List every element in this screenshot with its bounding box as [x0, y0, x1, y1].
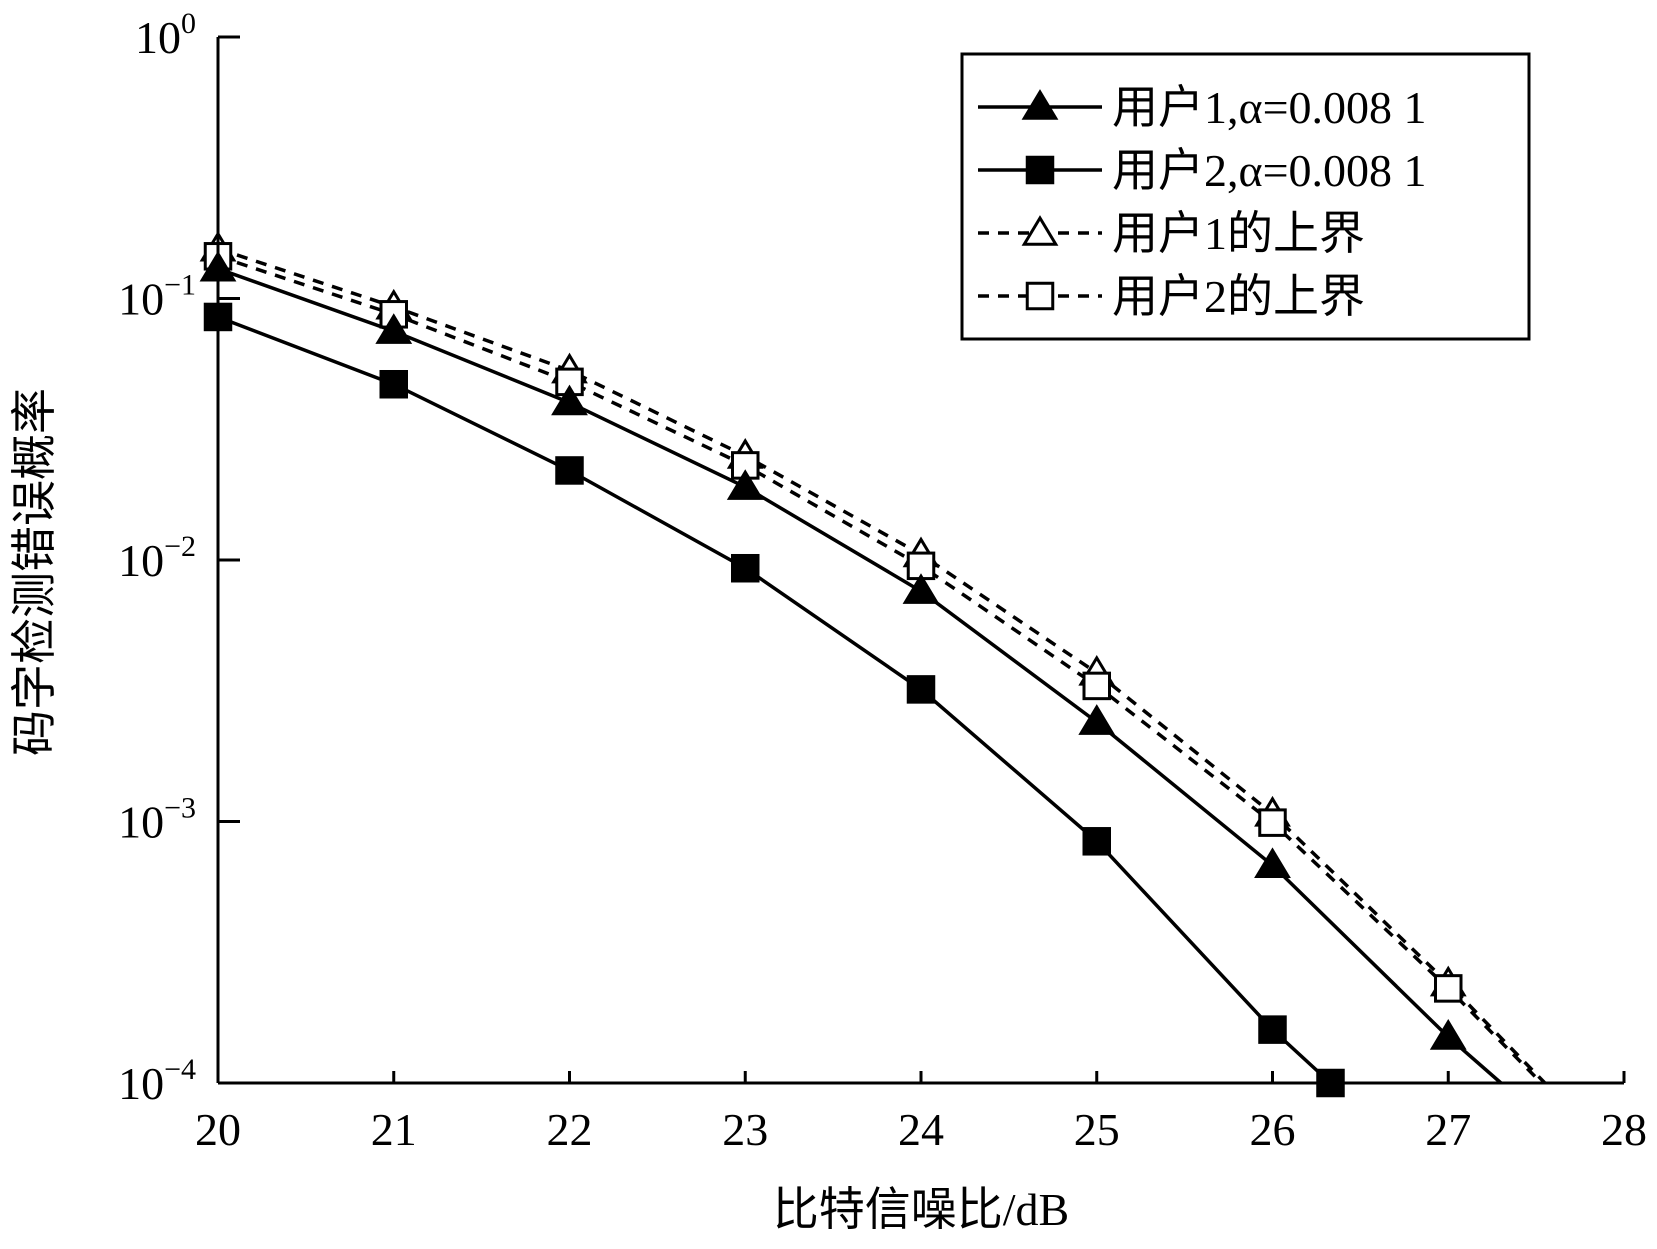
x-tick-label: 24 — [898, 1104, 944, 1155]
data-point — [906, 551, 936, 581]
series-line — [217, 315, 1332, 1085]
legend-label: 用户1,α=0.008 1 — [1112, 82, 1427, 133]
x-tick-label: 23 — [722, 1104, 768, 1155]
data-point — [1078, 704, 1116, 735]
series-4 — [203, 242, 1543, 1085]
series-line — [217, 254, 1543, 1085]
x-tick-label: 20 — [195, 1104, 241, 1155]
x-tick-label: 25 — [1074, 1104, 1120, 1155]
x-tick-label: 26 — [1250, 1104, 1296, 1155]
data-point — [1254, 847, 1291, 879]
x-tick-label: 21 — [371, 1104, 417, 1155]
data-point — [731, 451, 760, 480]
legend-entry-2: 用户2,α=0.008 1 — [978, 145, 1427, 196]
data-point — [726, 469, 764, 500]
legend-marker — [1021, 215, 1059, 246]
y-tick-label: 10−1 — [118, 269, 196, 325]
y-tick-base: 10 — [118, 797, 164, 848]
legend-label: 用户2的上界 — [1112, 271, 1365, 322]
legend-label: 用户2,α=0.008 1 — [1112, 145, 1427, 196]
y-tick-base: 10 — [118, 1058, 164, 1109]
data-point — [551, 384, 588, 416]
data-point — [1258, 808, 1287, 837]
data-point — [906, 675, 936, 704]
y-tick-base: 10 — [118, 535, 164, 586]
y-tick-label: 100 — [135, 7, 196, 63]
legend-marker — [1021, 89, 1059, 120]
data-point — [379, 369, 408, 399]
series-1 — [199, 250, 1503, 1085]
series-2 — [203, 302, 1345, 1098]
x-tick-label: 27 — [1425, 1104, 1471, 1155]
data-point — [1082, 671, 1111, 701]
y-tick-exponent: −2 — [164, 530, 196, 563]
data-point — [555, 456, 584, 485]
series-line — [217, 247, 1547, 1085]
data-point — [902, 573, 940, 604]
data-point — [375, 313, 413, 344]
legend-box — [960, 52, 1531, 341]
y-axis-title: 码字检测错误概率 — [9, 388, 60, 756]
y-tick-base: 10 — [135, 12, 181, 63]
legend-entry-1: 用户1,α=0.008 1 — [978, 82, 1427, 133]
y-tick-label: 10−2 — [118, 530, 196, 586]
y-tick-exponent: −4 — [164, 1053, 196, 1086]
y-tick-exponent: −1 — [164, 269, 196, 302]
data-point — [731, 553, 760, 583]
data-point — [1082, 827, 1111, 856]
data-point — [1429, 1019, 1467, 1050]
data-point — [1258, 1015, 1287, 1044]
plot-area — [199, 230, 1547, 1098]
legend-marker — [1025, 155, 1055, 185]
y-tick-label: 10−4 — [118, 1053, 196, 1109]
x-tick-label: 22 — [547, 1104, 593, 1155]
legend-marker — [1025, 281, 1055, 311]
legend-entry-4: 用户2的上界 — [978, 271, 1365, 322]
legend-entry-3: 用户1的上界 — [978, 208, 1365, 259]
x-ticks: 20 21 22 23 24 25 26 27 28 — [195, 1071, 1647, 1155]
x-tick-label: 28 — [1601, 1104, 1647, 1155]
data-point — [1434, 974, 1463, 1003]
y-tick-exponent: 0 — [181, 7, 196, 40]
y-tick-label: 10−3 — [118, 792, 196, 848]
y-tick-exponent: −3 — [164, 792, 196, 825]
legend-label: 用户1的上界 — [1112, 208, 1365, 259]
y-tick-base: 10 — [118, 274, 164, 325]
x-axis-title: 比特信噪比/dB — [773, 1184, 1069, 1235]
